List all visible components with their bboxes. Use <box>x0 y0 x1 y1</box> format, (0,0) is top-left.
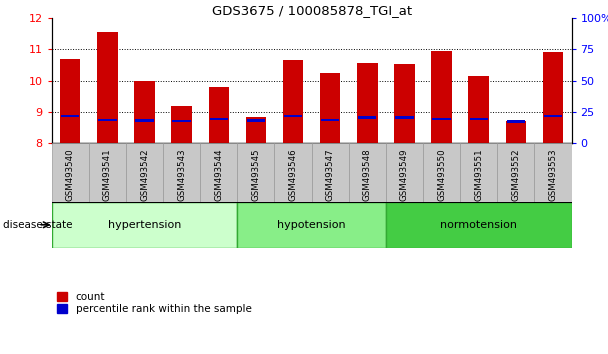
Text: GSM493540: GSM493540 <box>66 148 75 201</box>
Text: GSM493552: GSM493552 <box>511 148 520 201</box>
Text: hypotension: hypotension <box>277 220 346 230</box>
Text: GSM493550: GSM493550 <box>437 148 446 201</box>
Bar <box>209 87 229 143</box>
FancyBboxPatch shape <box>386 143 423 202</box>
Bar <box>171 106 192 143</box>
FancyBboxPatch shape <box>89 143 126 202</box>
Bar <box>237 202 386 248</box>
Bar <box>544 115 562 117</box>
Bar <box>469 118 488 120</box>
FancyBboxPatch shape <box>460 143 497 202</box>
Text: GSM493551: GSM493551 <box>474 148 483 201</box>
FancyBboxPatch shape <box>126 143 163 202</box>
Bar <box>506 120 525 122</box>
Legend: count, percentile rank within the sample: count, percentile rank within the sample <box>57 292 252 314</box>
FancyBboxPatch shape <box>274 143 311 202</box>
FancyBboxPatch shape <box>237 143 274 202</box>
Bar <box>60 58 80 143</box>
FancyBboxPatch shape <box>534 143 572 202</box>
Text: GSM493546: GSM493546 <box>289 148 297 201</box>
Bar <box>357 63 378 143</box>
Text: GSM493544: GSM493544 <box>214 148 223 201</box>
Text: GSM493547: GSM493547 <box>326 148 334 201</box>
Bar <box>320 73 340 143</box>
Bar <box>321 119 339 121</box>
Text: normotension: normotension <box>440 220 517 230</box>
Bar <box>173 120 191 122</box>
Bar <box>61 115 80 117</box>
Text: GSM493548: GSM493548 <box>363 148 372 201</box>
Bar <box>283 60 303 143</box>
Bar <box>506 121 526 143</box>
FancyBboxPatch shape <box>52 143 89 202</box>
FancyBboxPatch shape <box>163 143 200 202</box>
Bar <box>431 51 452 143</box>
Bar <box>543 52 563 143</box>
Bar <box>246 117 266 143</box>
Text: GSM493541: GSM493541 <box>103 148 112 201</box>
Bar <box>247 119 265 122</box>
Text: GSM493542: GSM493542 <box>140 148 149 201</box>
Text: hypertension: hypertension <box>108 220 181 230</box>
Bar <box>469 76 489 143</box>
Bar <box>98 119 117 121</box>
Text: disease state: disease state <box>3 220 72 230</box>
Title: GDS3675 / 100085878_TGI_at: GDS3675 / 100085878_TGI_at <box>212 4 412 17</box>
Bar <box>394 64 415 143</box>
Text: GSM493549: GSM493549 <box>400 148 409 201</box>
FancyBboxPatch shape <box>497 143 534 202</box>
Bar <box>210 118 228 120</box>
Bar <box>395 116 413 119</box>
Bar <box>284 115 302 117</box>
FancyBboxPatch shape <box>311 143 349 202</box>
FancyBboxPatch shape <box>423 143 460 202</box>
Bar <box>52 202 237 248</box>
FancyBboxPatch shape <box>349 143 386 202</box>
Bar <box>134 80 154 143</box>
Bar <box>386 202 572 248</box>
Bar <box>136 119 154 122</box>
Text: GSM493543: GSM493543 <box>177 148 186 201</box>
Bar <box>358 116 376 119</box>
Text: GSM493545: GSM493545 <box>251 148 260 201</box>
Text: GSM493553: GSM493553 <box>548 148 558 201</box>
FancyBboxPatch shape <box>200 143 237 202</box>
Bar <box>97 32 117 143</box>
Bar <box>432 118 451 120</box>
